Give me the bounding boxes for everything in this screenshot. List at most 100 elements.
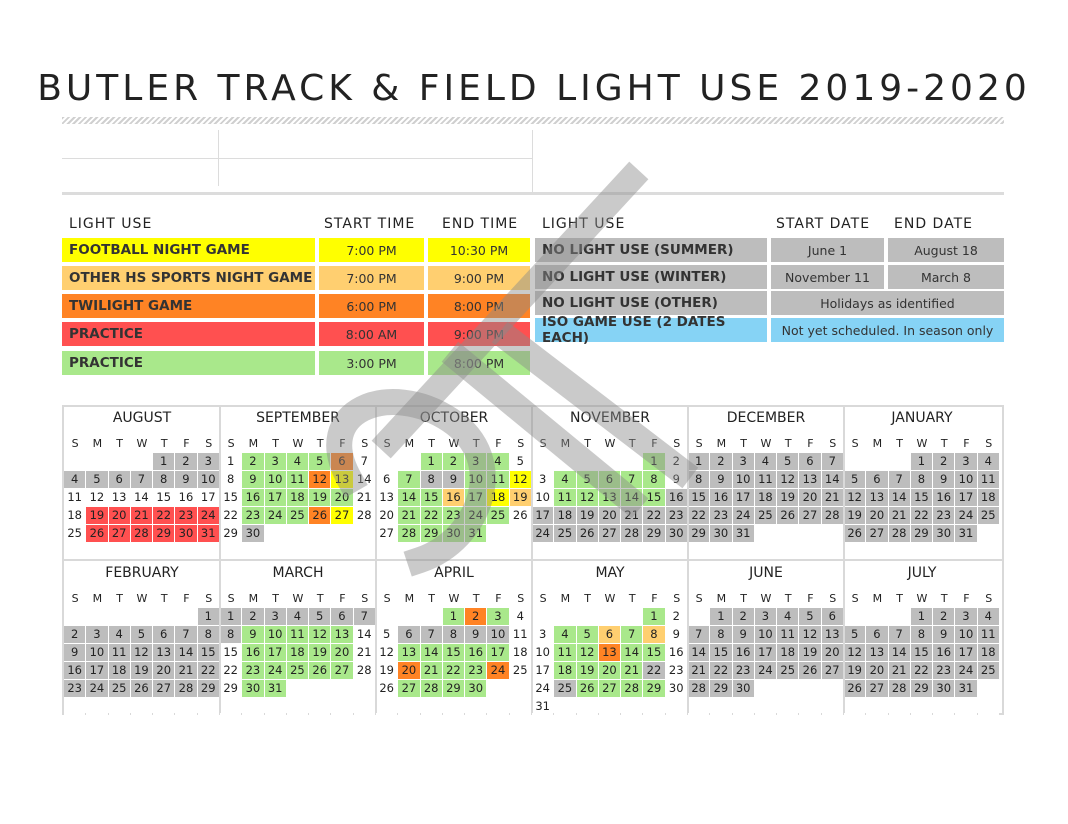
notes-line: [218, 130, 219, 186]
day-cell: 20: [108, 507, 130, 524]
day-cell: 23: [933, 507, 955, 524]
day-cell: 24: [955, 507, 977, 524]
day-cell: 26: [576, 680, 598, 697]
day-cell: 8: [910, 626, 933, 643]
week-row: 10 11 12 13 14 15 16: [532, 489, 688, 507]
week-row: 8 9 10 11 12 13 14: [220, 471, 376, 489]
day-cell: 27: [331, 662, 353, 679]
month-april: APRIL S M T W T F S 1 2 3 4 5 6 7 8 9 10 11 12 13 14 15 16 17 18 1…: [376, 562, 532, 716]
day-cell: 22: [197, 662, 219, 679]
day-cell: 22: [643, 662, 665, 679]
day-cell: 14: [821, 471, 843, 488]
day-cell: 20: [821, 644, 843, 661]
legend-end-summer: August 18: [888, 238, 1004, 262]
day-cell: 27: [821, 662, 843, 679]
empty-day-cell: [353, 543, 375, 560]
title-divider: [62, 117, 1004, 124]
empty-day-cell: [376, 453, 398, 470]
empty-day-cell: [509, 525, 531, 542]
weekday-label: S: [205, 437, 213, 450]
day-cell: 12: [844, 644, 866, 661]
day-cell: 21: [353, 489, 375, 506]
weekday-label: S: [829, 437, 837, 450]
day-cell: 17: [732, 489, 754, 506]
weekday-label: F: [651, 437, 658, 450]
empty-day-cell: [888, 543, 910, 560]
week-row: [532, 543, 688, 561]
week-row: [64, 698, 220, 716]
day-cell: 8: [220, 471, 242, 488]
legend-header-end-date: END DATE: [894, 216, 973, 232]
day-cell: 31: [264, 680, 286, 697]
week-row: 12 13 14 15 16 17 18: [844, 489, 1000, 507]
day-cell: 9: [242, 626, 264, 643]
weekday-label: S: [227, 437, 235, 450]
notes-line: [532, 130, 533, 192]
day-cell: 5: [309, 453, 331, 470]
legend-header-end-time: END TIME: [442, 216, 519, 232]
day-cell: 3: [732, 453, 754, 470]
legend-end-football: 10:30 PM: [428, 238, 530, 262]
weekday-label: S: [851, 592, 859, 605]
empty-day-cell: [732, 543, 754, 560]
day-cell: 16: [465, 644, 487, 661]
day-cell: 7: [621, 626, 643, 643]
week-row: [688, 543, 844, 561]
day-cell: 28: [353, 507, 375, 524]
month-name: MAY: [595, 565, 625, 581]
empty-day-cell: [643, 698, 665, 715]
day-cell: 17: [264, 644, 286, 661]
day-cell: 9: [732, 626, 754, 643]
empty-day-cell: [777, 680, 799, 697]
day-cell: 15: [220, 644, 242, 661]
empty-day-cell: [844, 453, 866, 470]
day-cell: 15: [153, 489, 175, 506]
empty-day-cell: [777, 525, 799, 542]
day-cell: 23: [175, 507, 197, 524]
legend-end-twilight: 8:00 PM: [428, 294, 530, 318]
month-name: AUGUST: [112, 410, 172, 426]
legend-start-other-hs: 7:00 PM: [319, 266, 424, 290]
day-cell: 4: [754, 453, 777, 470]
week-row: 10 11 12 13 14 15 16: [532, 644, 688, 662]
day-cell: 30: [465, 680, 487, 697]
weekday-label: S: [673, 592, 681, 605]
empty-day-cell: [353, 698, 375, 715]
day-cell: 21: [420, 662, 442, 679]
day-cell: 5: [86, 471, 108, 488]
day-cell: 16: [442, 489, 465, 506]
legend-start-football: 7:00 PM: [319, 238, 424, 262]
day-cell: 14: [398, 489, 420, 506]
day-cell: 26: [844, 525, 866, 542]
day-cell: 21: [130, 507, 153, 524]
day-cell: 23: [665, 507, 687, 524]
day-cell: 19: [777, 489, 799, 506]
empty-day-cell: [754, 680, 777, 697]
day-cell: 1: [153, 453, 175, 470]
day-cell: 26: [130, 680, 153, 697]
empty-day-cell: [487, 543, 509, 560]
day-cell: 17: [487, 644, 509, 661]
day-cell: 10: [264, 626, 286, 643]
day-cell: 22: [688, 507, 710, 524]
day-cell: 1: [220, 453, 242, 470]
day-cell: 1: [442, 608, 465, 625]
empty-day-cell: [420, 698, 442, 715]
day-cell: 17: [532, 507, 554, 524]
week-row: 5 6 7 8 9 10 11: [844, 471, 1000, 489]
day-cell: 16: [665, 489, 687, 506]
day-cell: 22: [220, 662, 242, 679]
week-row: 11 12 13 14 15 16 17: [64, 489, 220, 507]
day-cell: 7: [130, 471, 153, 488]
empty-day-cell: [264, 525, 286, 542]
day-cell: 6: [398, 626, 420, 643]
day-cell: 16: [665, 644, 687, 661]
day-cell: 4: [286, 608, 309, 625]
day-cell: 22: [910, 507, 933, 524]
